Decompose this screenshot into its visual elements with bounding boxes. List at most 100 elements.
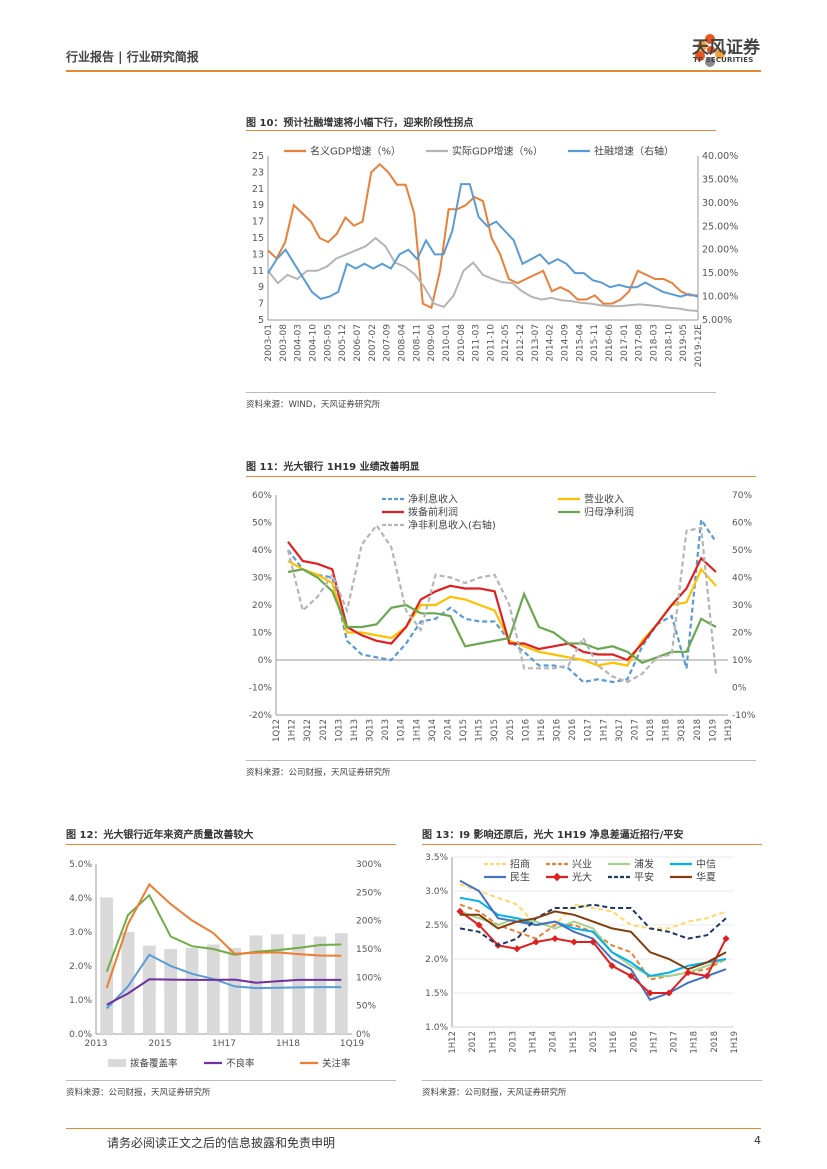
y-tick-label: 5.0% [69,860,92,870]
x-tick-label: 1Q14 [397,719,407,742]
legend-label: 营业收入 [584,493,624,506]
x-tick-label: 2015-11 [590,324,600,362]
x-tick-label: 1Q13 [334,719,344,742]
legend-swatch [108,1059,126,1067]
x-tick-label: 2019-12E [694,324,704,368]
series-marker [608,962,616,970]
y-tick-label: 20% [252,601,272,611]
y-tick-label: 9 [258,282,264,293]
x-tick-label: 3Q13 [366,719,376,742]
x-tick-label: 1H18 [662,719,672,742]
legend-label: 社融增速（右轴） [594,145,674,158]
x-tick-label: 1H19 [724,719,734,742]
x-tick-label: 2015 [506,719,516,741]
x-tick-label: 3Q14 [428,719,438,742]
x-tick-label: 2010-01 [442,324,452,362]
x-tick-label: 1H15 [569,1031,579,1054]
bar [185,947,199,1034]
x-tick-label: 1Q19 [708,719,718,742]
x-tick-label: 2013 [508,1031,518,1053]
x-tick-label: 2016-06 [605,324,615,362]
series-marker [513,945,521,953]
series-line [287,560,717,667]
x-tick-label: 2015 [149,1039,172,1049]
y-tick-label: 13 [252,249,264,260]
legend-label: 关注率 [322,1058,351,1070]
x-tick-label: 3Q18 [677,719,687,742]
x-tick-label: 2007-02 [368,324,378,362]
report-header: 行业报告 | 行业研究简报 [66,50,199,64]
legend-label: 拨备前利润 [408,506,458,519]
x-tick-label: 1H17 [212,1039,236,1049]
y2-tick-label: 20.00% [702,245,738,256]
logo-text-en: TF SECURITIES [693,56,754,64]
x-tick-label: 2018 [710,1031,720,1053]
x-tick-label: 2015 [589,1031,599,1053]
y-tick-label: 2.0% [69,962,92,972]
bar [292,934,306,1034]
logo-icon [695,34,725,67]
x-tick-label: 1H17 [599,719,609,742]
y2-tick-label: 0% [356,1030,371,1040]
y-tick-label: 15 [252,233,264,244]
y-tick-label: -20% [249,711,273,721]
y-tick-label: 1.0% [69,996,92,1006]
x-tick-label: 3Q16 [553,719,563,742]
y-tick-label: 21 [252,184,264,195]
series-line [267,236,699,312]
legend-label: 兴业 [572,859,592,871]
legend-label: 光大 [572,871,592,884]
y-tick-label: 3.0% [425,887,448,897]
x-tick-label: 2008-04 [397,324,407,362]
x-tick-label: 2017-08 [635,324,645,362]
y2-tick-label: 30% [732,601,752,611]
bar [121,932,135,1034]
y2-tick-label: 250% [356,888,382,898]
footer-disclaimer: 请务必阅读正文之后的信息披露和免责申明 [107,1136,336,1150]
fig12-source-divider [66,1080,396,1081]
y2-tick-label: 0% [732,684,747,694]
x-tick-label: 2004-10 [308,324,318,362]
bar [249,935,263,1034]
legend-label: 实际GDP增速（%） [452,145,543,158]
fig12-divider [66,844,396,845]
y-tick-label: 2.5% [425,921,448,931]
fig11-source-divider [246,760,756,761]
series-line [460,910,727,971]
x-tick-label: 2013 [85,1039,108,1049]
header-divider [66,70,761,72]
y-tick-label: 3.5% [425,853,448,863]
y-tick-label: 0% [258,656,273,666]
x-tick-label: 2012 [468,1031,478,1053]
x-tick-label: 2014 [443,719,453,741]
x-tick-label: 2012 [319,719,329,741]
legend-label: 华夏 [696,871,716,884]
series-line [105,953,342,1010]
legend-label: 中信 [696,858,716,871]
y-tick-label: 50% [252,519,272,529]
x-tick-label: 2017 [670,1031,680,1053]
bar [206,944,220,1034]
y2-tick-label: 100% [356,973,382,983]
y-tick-label: 23 [252,167,264,178]
x-tick-label: 1H16 [537,719,547,742]
series-line [106,978,342,1006]
series-line [459,896,727,978]
legend-label: 净非利息收入(右轴) [408,519,496,532]
x-tick-label: 1H14 [529,1031,539,1054]
x-tick-label: 2012-05 [501,324,511,362]
fig13-source: 资料来源：公司财报，天风证券研究所 [422,1088,567,1098]
series-line [459,910,727,977]
fig10-source-divider [246,392,716,393]
x-tick-label: 1H18 [276,1039,300,1049]
y-tick-label: 7 [258,299,264,310]
legend-label: 净利息收入 [408,493,458,506]
y2-tick-label: 25.00% [702,221,738,232]
y-tick-label: -10% [249,684,273,694]
y2-tick-label: 40% [732,574,752,584]
y2-tick-label: 15.00% [702,268,738,279]
x-tick-label: 2011-03 [472,324,482,362]
x-tick-label: 2014 [549,1031,559,1053]
series-marker [589,938,597,946]
x-tick-label: 3Q17 [615,719,625,742]
